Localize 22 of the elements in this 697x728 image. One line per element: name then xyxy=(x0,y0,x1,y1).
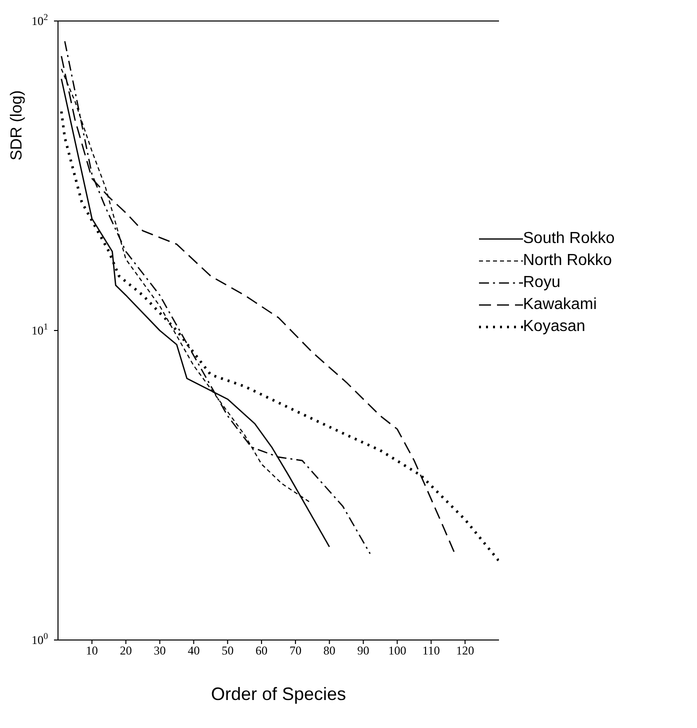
x-tick-label: 40 xyxy=(188,644,200,658)
y-tick-label: 10$^{0}$ xyxy=(32,631,48,647)
x-tick-label: 120 xyxy=(456,644,474,658)
y-tick-label: 10$^{2}$ xyxy=(32,12,48,28)
x-tick-label: 30 xyxy=(154,644,166,658)
y-axis-title: SDR (log) xyxy=(8,90,26,160)
legend-label: South Rokko xyxy=(523,230,615,248)
x-tick-label: 90 xyxy=(357,644,370,658)
legend-label: Kawakami xyxy=(523,296,597,314)
x-tick-label: 110 xyxy=(422,644,440,658)
x-tick-label: 10 xyxy=(86,644,98,658)
x-tick-label: 50 xyxy=(222,644,234,658)
x-tick-label: 70 xyxy=(289,644,302,658)
legend-label: Koyasan xyxy=(523,318,586,336)
legend-label: Royu xyxy=(523,274,560,292)
x-tick-label: 20 xyxy=(120,644,132,658)
x-axis-title: Order of Species xyxy=(210,684,346,704)
x-tick-label: 100 xyxy=(388,644,406,658)
x-tick-label: 60 xyxy=(256,644,268,658)
y-tick-label: 10$^{1}$ xyxy=(32,322,48,338)
x-tick-label: 80 xyxy=(323,644,336,658)
legend-label: North Rokko xyxy=(523,252,612,270)
